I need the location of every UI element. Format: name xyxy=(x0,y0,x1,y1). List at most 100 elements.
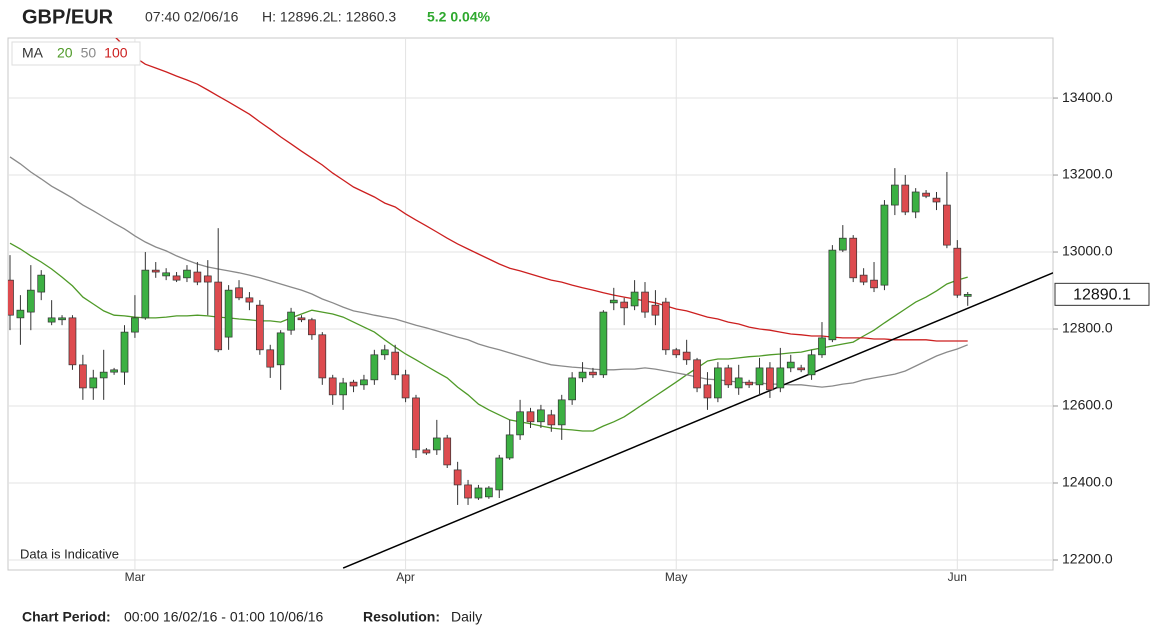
candle-body xyxy=(859,274,868,283)
candle-body xyxy=(443,437,452,466)
candle-body xyxy=(349,381,358,387)
candle-body xyxy=(943,204,951,246)
candle-body xyxy=(412,397,420,451)
candle-body xyxy=(661,301,670,351)
resolution: Daily xyxy=(451,609,482,625)
candle-body xyxy=(953,247,962,296)
candle-body xyxy=(609,299,618,304)
y-tick-label: 13400.0 xyxy=(1062,89,1113,105)
candle-body xyxy=(422,449,431,454)
candle-body xyxy=(16,309,25,319)
candle-body xyxy=(911,191,920,213)
resolution-label: Resolution: xyxy=(363,609,440,625)
candle-body xyxy=(141,269,150,319)
legend-label: MA xyxy=(22,45,44,61)
candle-body xyxy=(901,184,910,213)
candle-body xyxy=(214,281,223,351)
candle-body xyxy=(495,457,504,491)
candle-body xyxy=(557,399,566,426)
candle-body xyxy=(818,337,826,356)
x-tick-label: Mar xyxy=(125,570,146,584)
candle-body xyxy=(620,301,629,309)
candle-body xyxy=(870,279,878,289)
legend-entry: 50 xyxy=(81,45,97,61)
candle-body xyxy=(360,379,368,386)
axes: 12200.0 12400.0 12600.0 12800.0 13000.0 13200… xyxy=(125,89,1150,584)
candle-body xyxy=(474,487,483,499)
candle-body xyxy=(380,349,389,356)
candle-body xyxy=(807,354,816,376)
candle-body xyxy=(672,349,681,356)
ma-line xyxy=(9,242,968,432)
note: Data is Indicative xyxy=(20,546,119,561)
candle-body xyxy=(849,237,858,279)
candle-body xyxy=(297,317,306,321)
candle-body xyxy=(432,437,441,451)
plot-area xyxy=(7,37,1054,571)
legend-entry: 20 xyxy=(57,45,73,61)
candle-body xyxy=(890,184,899,206)
candle-body xyxy=(505,434,514,459)
candle-body xyxy=(47,317,56,323)
candle-body xyxy=(151,269,160,273)
y-tick-label: 12400.0 xyxy=(1062,474,1113,490)
candle-body xyxy=(963,293,972,297)
trendline xyxy=(342,272,1053,569)
candle-body xyxy=(37,274,46,293)
candle-body xyxy=(58,317,66,321)
candle-body xyxy=(131,317,139,333)
legend-box xyxy=(11,41,141,66)
price-tag-label: 12890.1 xyxy=(1073,287,1131,304)
candle-body xyxy=(693,359,701,389)
candle-body xyxy=(526,411,535,423)
symbol: GBP/EUR xyxy=(22,6,114,28)
y-tick-label: 13200.0 xyxy=(1062,166,1113,182)
time: 07:40 02/06/16 xyxy=(145,9,239,25)
candle-body xyxy=(922,192,930,197)
candle-body xyxy=(516,411,524,436)
candle-body xyxy=(99,371,108,379)
candle-body xyxy=(651,304,660,316)
candle-body xyxy=(391,351,400,376)
candle-body xyxy=(578,371,587,379)
indicator-lines xyxy=(9,38,1053,569)
candle-body xyxy=(453,469,462,486)
change: 5.2 0.04% xyxy=(427,9,491,25)
candle-body xyxy=(932,197,941,203)
candle-body xyxy=(370,354,379,381)
candle-body xyxy=(193,271,202,283)
candle-body xyxy=(589,371,597,376)
y-tick-label: 12600.0 xyxy=(1062,397,1113,413)
y-tick-label: 12200.0 xyxy=(1062,551,1113,567)
candle-body xyxy=(537,409,545,423)
candle-body xyxy=(599,311,608,376)
candle-body xyxy=(79,364,87,389)
candle-body xyxy=(89,377,98,389)
candle-body xyxy=(339,382,347,396)
candle-body xyxy=(641,291,649,313)
candle-body xyxy=(568,377,576,401)
candle-body xyxy=(162,272,170,277)
candle-body xyxy=(828,249,837,341)
candle-body xyxy=(224,289,233,338)
candle-body xyxy=(308,319,316,336)
candle-body xyxy=(547,414,556,426)
candle-body xyxy=(235,287,243,299)
legend-entry: 100 xyxy=(104,45,128,61)
candle-body xyxy=(714,367,722,399)
legend: 20 50 100 xyxy=(57,45,128,61)
y-tick-label: 12800.0 xyxy=(1062,320,1113,336)
candle-body xyxy=(120,331,129,373)
candle-body xyxy=(318,334,327,379)
high: H: 12896.2 xyxy=(262,9,331,25)
candle-body xyxy=(745,381,753,386)
x-tick-label: May xyxy=(665,570,688,584)
candle-body xyxy=(255,304,264,351)
candle-body xyxy=(183,269,191,279)
candle-body xyxy=(328,377,337,396)
period: 00:00 16/02/16 - 01:00 10/06/16 xyxy=(124,609,323,625)
candles xyxy=(8,168,972,505)
candle-body xyxy=(287,311,295,331)
